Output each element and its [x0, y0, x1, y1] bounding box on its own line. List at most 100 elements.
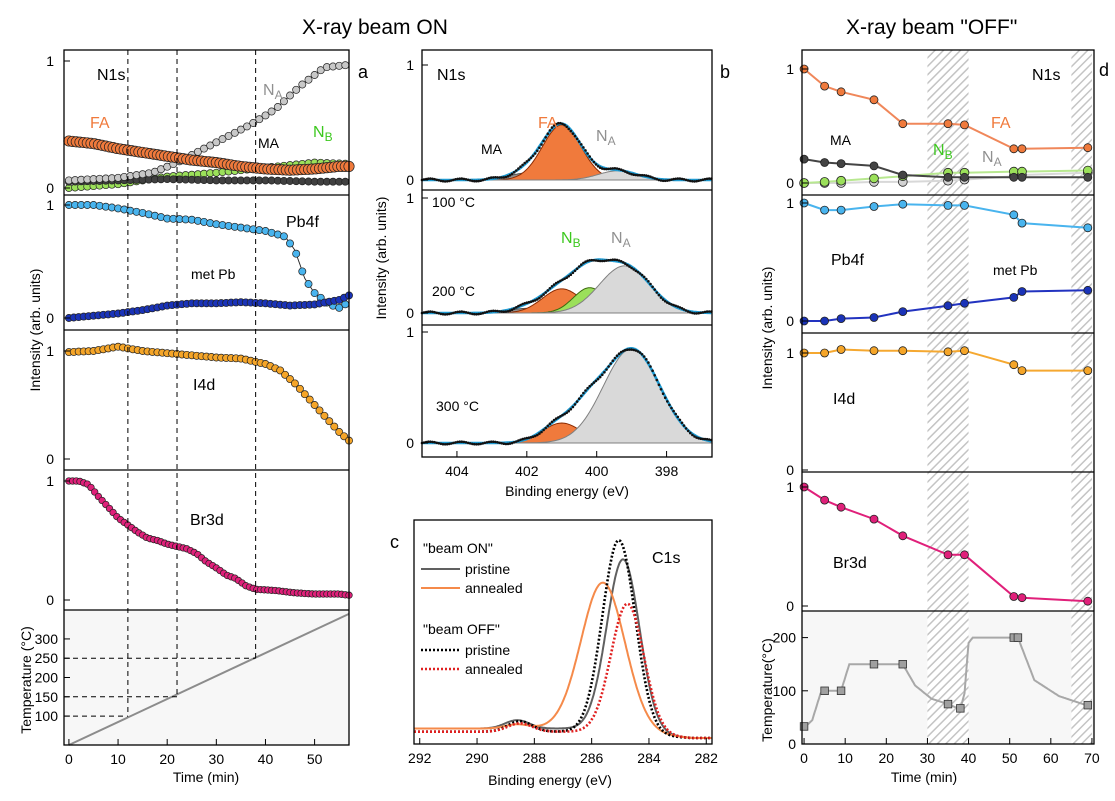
panel-b-data-point [636, 350, 640, 353]
panel-b-ytick-label: 0 [406, 172, 414, 188]
panel-a-xtick-label: 30 [209, 751, 225, 767]
panel-b-data-point [640, 353, 644, 356]
panel-d-ma-point [943, 172, 953, 182]
panel-b-data-point [450, 442, 453, 445]
panel-b-data-point [634, 269, 638, 273]
panel-d-br3d-point [1017, 593, 1027, 603]
panel-b-data-point [510, 441, 514, 445]
panel-a-na-point [200, 144, 208, 153]
panel-b-data-point [649, 175, 652, 178]
panel-d-pb4f-line [803, 202, 1088, 229]
panel-b-data-point [686, 310, 690, 313]
panel-b-data-point [458, 440, 462, 444]
panel-b-data-point [468, 312, 472, 315]
panel-a-xtick-label: 40 [258, 751, 274, 767]
panel-b-data-point [686, 179, 690, 182]
panel-d-nb-point [819, 177, 830, 187]
panel-a-temp-ylabel: Temperature (°C) [18, 626, 34, 734]
panel-d-met-pb-point [960, 298, 969, 308]
panel-b-data-point [542, 293, 545, 296]
panel-a-i4d-point [335, 428, 344, 436]
panel-b-data-point [445, 180, 449, 183]
panel-d-xtick-label: 0 [800, 750, 808, 766]
heading-beam-on: X-ray beam ON [302, 16, 448, 39]
panel-b-data-point [448, 179, 451, 183]
panel-b-data-point [607, 259, 610, 262]
panel-b-data-point [594, 259, 598, 262]
panel-b-data-point [684, 178, 688, 182]
panel-b-data-point [527, 300, 531, 304]
panel-b-data-point [569, 408, 573, 411]
panel-b-data-point [638, 173, 642, 177]
panel-b-data-point [492, 309, 495, 313]
panel-b-ylabel: Intensity (arb. units) [373, 197, 389, 320]
panel-b-data-point [536, 149, 539, 153]
panel-b-data-point [638, 351, 642, 354]
panel-d-xlabel: Time (min) [891, 769, 957, 785]
panel-b-data-point [521, 302, 524, 306]
panel-b-data-point [659, 388, 663, 391]
panel-b-data-point [647, 174, 650, 178]
panel-b-data-point [468, 179, 472, 182]
panel-b-data-point [676, 415, 680, 419]
panel-b-data-point [569, 129, 573, 133]
panel-b-data-point [431, 177, 434, 181]
panel-b-data-point [603, 259, 606, 263]
panel-b-data-point [437, 312, 441, 315]
panel-d-met-pb-point [836, 314, 846, 324]
panel-b-data-point [471, 179, 474, 183]
panel-a-na-point [255, 115, 264, 124]
panel-b-data-point [586, 152, 589, 155]
panel-b-data-point [563, 412, 566, 416]
panel-b-data-point [678, 306, 682, 309]
panel-b-data-point [557, 416, 560, 419]
panel-b-data-point [573, 403, 577, 406]
panel-b-data-point [550, 420, 554, 424]
panel-b-data-point [632, 348, 635, 352]
panel-b-data-point [512, 307, 516, 310]
panel-b-data-point [456, 440, 459, 444]
panel-b-data-point [617, 167, 621, 171]
panel-b-data-point [697, 179, 700, 183]
panel-b-data-point [590, 258, 594, 262]
panel-b-xtick-label: 398 [655, 463, 679, 479]
panel-b-data-point [538, 296, 541, 300]
panel-d-temp-ylabel: Temperature(°C) [759, 638, 775, 742]
panel-b-data-point [471, 312, 474, 316]
panel-b-data-point [672, 409, 675, 413]
panel-b-data-point [666, 179, 669, 182]
panel-b-data-point [557, 280, 560, 284]
panel-b-data-point [559, 279, 562, 283]
panel-d-ylabel: Intensity (arb. units) [759, 267, 775, 390]
panel-d-temperature-marker [799, 722, 809, 731]
panel-b-data-point [500, 310, 504, 313]
panel-b-data-point [477, 312, 480, 316]
panel-b-data-point [701, 311, 705, 314]
panel-d-met-pb-point [869, 313, 879, 322]
panel-b-data-point [431, 310, 434, 314]
panel-b-data-point [508, 309, 512, 312]
panel-d-ma-point [799, 154, 809, 164]
panel-a-na-point [298, 80, 307, 89]
panel-d-i4d-point [898, 346, 908, 356]
panel-b-data-point [707, 177, 711, 180]
panel-b-data-point [510, 172, 514, 176]
panel-b-data-point [443, 313, 447, 316]
legend-beam-off-pristine-label: pristine [465, 642, 510, 658]
panel-b-data-point [577, 265, 581, 268]
panel-a-i4d-point [315, 406, 324, 415]
panel-b-data-point [601, 373, 604, 377]
panel-b-data-point [489, 309, 493, 313]
panel-b-data-point [586, 386, 589, 390]
panel-b-data-point [458, 310, 462, 314]
panel-a-i4d-point [305, 395, 314, 404]
panel-b-data-point [582, 146, 585, 149]
panel-b-data-point [642, 174, 646, 177]
panel-b-ytick-label: 0 [406, 305, 414, 321]
panel-b-frame [421, 49, 713, 458]
panel-b-data-point [452, 178, 455, 182]
panel-d-n1s-title: N1s [1032, 67, 1060, 84]
panel-d-i4d-point [836, 345, 846, 354]
panel-b-data-point [670, 406, 673, 410]
panel-d-beam-off-region [927, 50, 969, 744]
